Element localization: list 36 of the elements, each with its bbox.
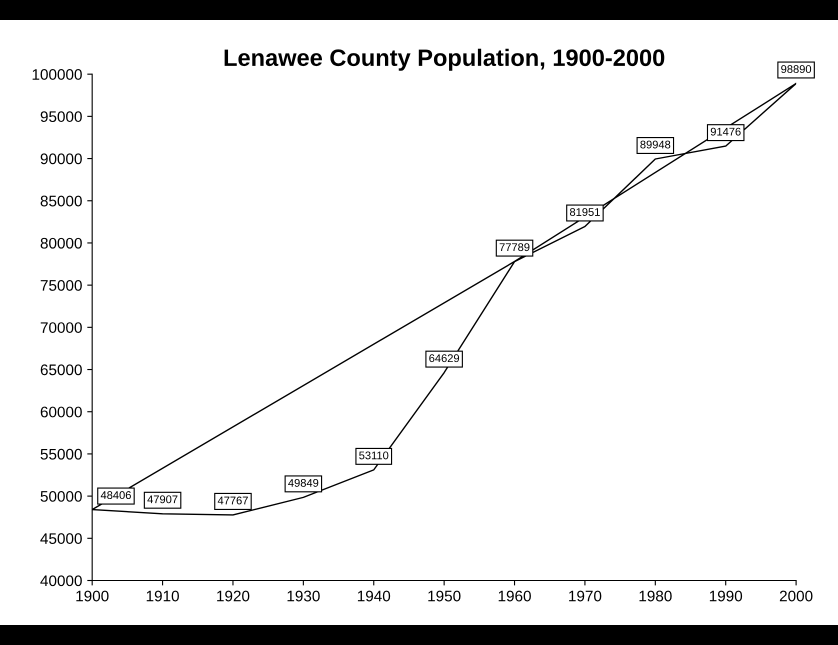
data-label: 77789 bbox=[500, 243, 530, 252]
data-label: 47907 bbox=[147, 495, 178, 504]
x-tick-label: 1960 bbox=[498, 590, 531, 602]
data-label: 91476 bbox=[710, 128, 741, 136]
chart-title: Lenawee County Population, 1900-2000 bbox=[224, 48, 664, 71]
y-tick-label: 40000 bbox=[40, 575, 82, 586]
data-label: 47767 bbox=[218, 496, 248, 504]
x-tick-label: 1940 bbox=[358, 590, 390, 602]
data-label: 48406 bbox=[100, 491, 131, 500]
y-tick-label: 70000 bbox=[40, 322, 82, 334]
x-tick-label: 1930 bbox=[288, 590, 320, 602]
y-tick-label: 85000 bbox=[40, 196, 82, 206]
y-tick-label: 95000 bbox=[40, 111, 82, 122]
x-tick-label: 1970 bbox=[569, 590, 602, 602]
data-label: 81951 bbox=[570, 208, 600, 216]
y-tick-label: 90000 bbox=[40, 153, 82, 164]
x-tick-label: 1980 bbox=[639, 590, 672, 602]
x-tick-label: 1920 bbox=[217, 590, 250, 602]
y-tick-label: 65000 bbox=[40, 364, 82, 376]
data-label: 98890 bbox=[781, 65, 812, 74]
data-label: 89948 bbox=[640, 140, 670, 148]
x-tick-label: 2000 bbox=[780, 590, 812, 602]
x-tick-label: 1910 bbox=[146, 590, 179, 602]
y-tick-label: 75000 bbox=[40, 280, 82, 291]
data-label: 49849 bbox=[288, 478, 318, 487]
y-tick-label: 55000 bbox=[40, 448, 82, 460]
y-tick-label: 50000 bbox=[40, 490, 82, 502]
y-tick-label: 80000 bbox=[40, 238, 82, 249]
y-tick-label: 100000 bbox=[32, 69, 82, 80]
data-label: 64629 bbox=[429, 354, 460, 362]
x-tick-label: 1990 bbox=[710, 590, 742, 602]
x-tick-label: 1900 bbox=[76, 590, 109, 602]
y-tick-label: 60000 bbox=[40, 406, 82, 418]
x-tick-label: 1950 bbox=[428, 590, 461, 602]
data-label: 53110 bbox=[359, 451, 388, 460]
y-tick-label: 45000 bbox=[40, 533, 82, 544]
